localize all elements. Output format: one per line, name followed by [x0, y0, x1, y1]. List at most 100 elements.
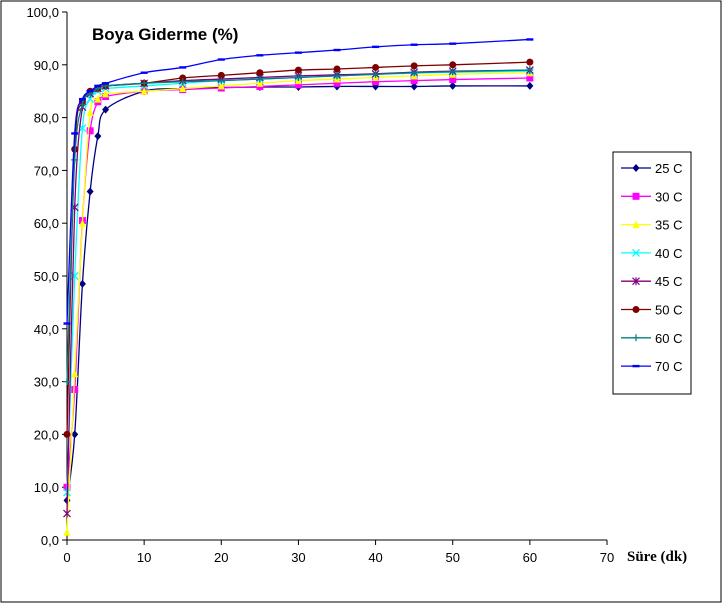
data-point-70-c [63, 322, 71, 325]
y-tick-label: 70,0 [34, 163, 59, 178]
data-point-35-c [78, 219, 86, 227]
legend-label: 25 C [655, 161, 682, 176]
legend-items: 25 C 30 C 35 C 40 C 45 C 50 C 60 C 70 C [621, 161, 682, 374]
legend-label: 35 C [655, 218, 682, 233]
y-tick-label: 60,0 [34, 216, 59, 231]
data-point-30-c [372, 78, 380, 86]
legend-label: 45 C [655, 274, 682, 289]
data-point-50-c [449, 61, 457, 69]
series-70-c [63, 38, 534, 325]
series-layer [63, 38, 534, 536]
data-point-50-c [526, 58, 534, 66]
x-tick-label: 30 [291, 550, 305, 565]
y-tick-label: 20,0 [34, 427, 59, 442]
legend-marker [632, 334, 640, 342]
legend-label: 60 C [655, 331, 682, 346]
data-point-50-c [179, 74, 187, 82]
data-point-70-c [526, 38, 534, 41]
x-tick-label: 50 [445, 550, 459, 565]
ticks-layer: 0,0 10,0 20,0 30,0 40,0 50,0 60,0 70,0 80,0 90,0 1… [26, 5, 614, 565]
legend-marker [632, 364, 640, 368]
data-point-30-c [294, 81, 302, 89]
data-point-35-c [140, 87, 148, 95]
y-tick-label: 0,0 [41, 533, 59, 548]
legend: 25 C 30 C 35 C 40 C 45 C 50 C 60 C 70 C [612, 151, 692, 395]
y-tick-label: 30,0 [34, 375, 59, 390]
legend-item-25-c: 25 C [621, 161, 682, 176]
data-point-35-c [179, 84, 187, 93]
legend-label: 40 C [655, 246, 682, 261]
data-point-60-c [63, 378, 71, 386]
legend-item-40-c: 40 C [621, 246, 682, 261]
data-point-30-c [333, 79, 341, 87]
data-point-60-c [140, 79, 148, 87]
x-tick-label: 70 [600, 550, 614, 565]
data-point-70-c [256, 54, 264, 57]
data-point-25-c [449, 81, 457, 90]
legend-marker [632, 220, 640, 229]
data-point-60-c [449, 68, 457, 76]
legend-item-30-c: 30 C [621, 189, 682, 204]
x-tick-label: 60 [523, 550, 537, 565]
data-point-70-c [71, 132, 79, 135]
legend-item-45-c: 45 C [621, 274, 682, 289]
data-point-30-c [71, 386, 79, 394]
data-point-35-c [217, 81, 225, 90]
chart-title: Boya Giderme (%) [92, 25, 238, 44]
data-point-45-c [63, 509, 71, 518]
legend-label: 50 C [655, 303, 682, 318]
legend-box [612, 151, 692, 395]
data-point-30-c [86, 127, 94, 135]
data-point-70-c [333, 48, 341, 52]
data-point-70-c [140, 71, 148, 74]
data-point-60-c [179, 78, 187, 86]
legend-marker [632, 306, 640, 313]
y-tick-label: 100,0 [26, 5, 59, 20]
data-point-70-c [294, 51, 302, 54]
x-tick-label: 0 [63, 550, 70, 565]
data-point-50-c [333, 65, 341, 73]
data-point-50-c [217, 71, 225, 79]
data-point-35-c [256, 79, 264, 87]
data-point-50-c [410, 62, 418, 70]
data-point-35-c [71, 369, 79, 378]
data-point-60-c [410, 69, 418, 77]
data-point-35-c [86, 108, 94, 116]
legend-item-60-c: 60 C [621, 331, 682, 346]
y-tick-label: 90,0 [34, 58, 59, 73]
data-point-70-c [410, 43, 418, 46]
data-point-70-c [94, 84, 102, 88]
data-point-70-c [217, 58, 225, 61]
data-point-25-c [410, 82, 418, 91]
legend-marker [632, 277, 640, 286]
y-tick-label: 10,0 [34, 480, 59, 495]
y-tick-label: 40,0 [34, 322, 59, 337]
data-point-60-c [71, 156, 79, 164]
legend-label: 70 C [655, 359, 682, 374]
data-point-70-c [179, 66, 187, 69]
legend-label: 30 C [655, 189, 682, 204]
data-point-25-c [526, 81, 534, 90]
x-tick-label: 10 [137, 550, 151, 565]
data-point-70-c [86, 90, 94, 93]
data-point-60-c [333, 72, 341, 80]
legend-item-35-c: 35 C [621, 218, 682, 233]
data-point-50-c [294, 66, 302, 74]
data-point-30-c [449, 76, 457, 84]
data-point-35-c [94, 95, 102, 103]
data-point-60-c [217, 77, 225, 85]
x-tick-label: 40 [368, 550, 382, 565]
data-point-50-c [372, 63, 380, 71]
legend-item-70-c: 70 C [621, 359, 682, 374]
legend-marker [632, 192, 640, 200]
data-point-60-c [294, 73, 302, 81]
data-point-35-c [63, 528, 71, 536]
data-point-70-c [78, 97, 86, 101]
y-tick-label: 50,0 [34, 269, 59, 284]
data-point-70-c [102, 82, 110, 85]
data-point-25-c [78, 279, 86, 288]
data-point-35-c [102, 89, 110, 98]
x-tick-label: 20 [214, 550, 228, 565]
legend-marker [632, 248, 640, 257]
